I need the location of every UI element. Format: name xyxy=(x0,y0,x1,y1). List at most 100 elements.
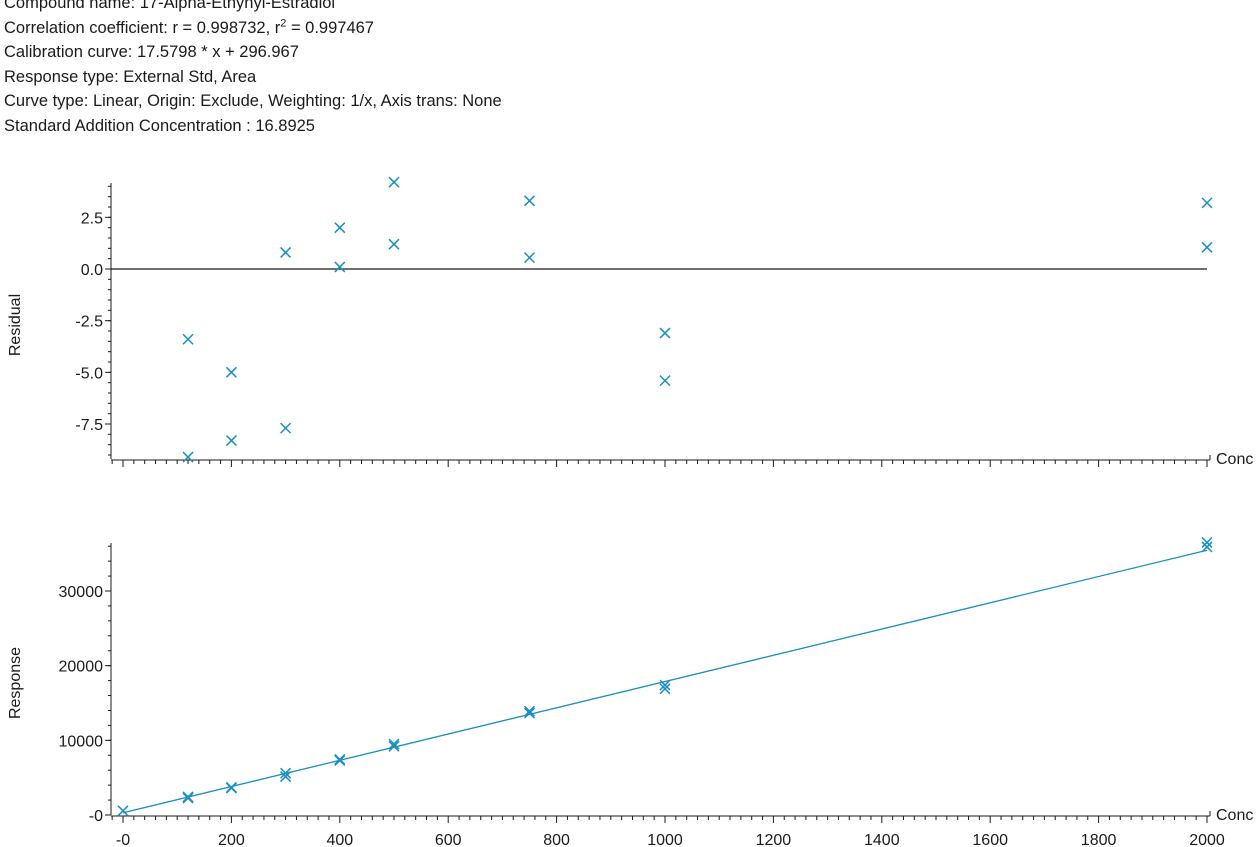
correlation-suffix: = 0.997467 xyxy=(286,18,374,37)
response-y-tick-label: 20000 xyxy=(59,659,104,676)
response-data-point xyxy=(659,679,671,691)
x-marker-stroke xyxy=(225,781,237,793)
residual-data-point xyxy=(388,238,400,250)
response-x-tick-label: 400 xyxy=(326,832,353,847)
x-marker-stroke xyxy=(280,771,292,783)
response-data-point xyxy=(182,792,194,804)
x-marker-stroke xyxy=(1201,241,1213,253)
response-data-point xyxy=(280,771,292,783)
residual-data-point xyxy=(225,366,237,378)
x-marker-stroke xyxy=(334,261,346,273)
x-marker-stroke xyxy=(659,375,671,387)
x-marker-stroke xyxy=(523,705,536,717)
response-data-point xyxy=(334,753,346,765)
x-marker-stroke xyxy=(523,252,536,264)
response-y-tick-label: 10000 xyxy=(59,733,104,750)
residual-data-point xyxy=(659,327,671,339)
response-x-axis-label: Conc xyxy=(1216,807,1253,824)
response-y-tick-label: 30000 xyxy=(59,584,104,601)
residual-y-tick-label: -7.5 xyxy=(75,417,103,434)
response-x-tick-label: 2000 xyxy=(1189,832,1225,847)
residual-x-axis-label: Conc xyxy=(1216,451,1253,468)
correlation-line: Correlation coefficient: r = 0.998732, r… xyxy=(4,16,502,41)
x-marker-stroke xyxy=(182,333,194,345)
x-marker-stroke xyxy=(1201,197,1213,209)
x-marker-stroke xyxy=(659,327,671,339)
x-marker-stroke xyxy=(225,435,237,447)
residual-panel xyxy=(105,176,1213,467)
residual-data-point xyxy=(225,435,237,447)
x-marker-stroke xyxy=(388,176,400,188)
x-marker-stroke xyxy=(225,366,237,378)
residual-data-point xyxy=(523,252,536,264)
response-data-point xyxy=(117,805,129,817)
residual-data-point xyxy=(523,195,536,207)
x-marker-stroke xyxy=(280,767,292,779)
residual-data-point xyxy=(182,333,194,345)
response-data-point xyxy=(334,754,346,767)
response-x-tick-label: 1600 xyxy=(972,832,1008,847)
response-data-point xyxy=(1201,541,1213,553)
residual-y-tick-label: 2.5 xyxy=(81,210,103,227)
residual-data-point xyxy=(334,222,346,234)
x-marker-stroke xyxy=(334,753,346,765)
response-data-point xyxy=(388,740,400,752)
residual-y-tick-label: 0.0 xyxy=(81,262,103,279)
response-data-point xyxy=(523,705,536,717)
response-data-point xyxy=(388,738,400,750)
residual-data-point xyxy=(1201,241,1213,253)
curve-type-line: Curve type: Linear, Origin: Exclude, Wei… xyxy=(4,92,502,110)
x-marker-stroke xyxy=(388,738,400,750)
x-marker-stroke xyxy=(182,451,194,463)
standard-addition-line: Standard Addition Concentration : 16.892… xyxy=(4,116,315,135)
response-x-tick-label: 200 xyxy=(218,832,245,847)
response-x-tick-label: 800 xyxy=(543,832,570,847)
response-x-tick-label: -0 xyxy=(116,832,130,847)
response-data-point xyxy=(280,767,292,779)
response-y-tick-label: -0 xyxy=(89,808,103,825)
response-type-line: Response type: External Std, Area xyxy=(4,67,257,86)
response-data-point xyxy=(659,683,671,695)
x-marker-stroke xyxy=(182,791,194,803)
x-marker-stroke xyxy=(334,222,346,234)
response-data-point xyxy=(1201,536,1213,548)
x-marker-stroke xyxy=(523,195,536,207)
correlation-superscript: 2 xyxy=(280,17,287,29)
residual-data-point xyxy=(334,261,346,273)
x-marker-stroke xyxy=(334,754,346,767)
residual-data-point xyxy=(1201,197,1213,209)
chart-header: Compound name: 17-Alpha-Ethynyl-Estradio… xyxy=(4,0,502,138)
x-marker-stroke xyxy=(280,422,292,434)
x-marker-stroke xyxy=(659,679,671,691)
x-marker-stroke xyxy=(388,238,400,250)
x-marker-stroke xyxy=(388,740,400,752)
residual-data-point xyxy=(388,176,400,188)
correlation-prefix: Correlation coefficient: r = 0.998732, r xyxy=(4,18,281,37)
response-x-tick-label: 1400 xyxy=(864,832,900,847)
response-y-axis-label: Response xyxy=(7,647,24,719)
x-marker-stroke xyxy=(182,792,194,804)
residual-data-point xyxy=(659,375,671,387)
residual-y-axis-label: Residual xyxy=(7,294,24,356)
x-marker-stroke xyxy=(1201,541,1213,553)
residual-y-tick-label: -2.5 xyxy=(75,314,103,331)
response-x-tick-label: 600 xyxy=(435,832,462,847)
response-data-point xyxy=(182,791,194,803)
response-fit-line xyxy=(122,549,1208,814)
response-x-tick-label: 1200 xyxy=(756,832,792,847)
response-data-point xyxy=(523,707,536,719)
calibration-curve-line: Calibration curve: 17.5798 * x + 296.967 xyxy=(4,43,299,61)
x-marker-stroke xyxy=(523,707,536,719)
response-x-tick-label: 1800 xyxy=(1081,832,1117,847)
residual-data-point xyxy=(280,422,292,434)
response-data-point xyxy=(225,781,237,793)
residual-y-tick-label: -5.0 xyxy=(75,365,103,382)
compound-name-line: Compound name: 17-Alpha-Ethynyl-Estradio… xyxy=(4,0,336,12)
residual-data-point xyxy=(280,246,292,258)
response-x-tick-label: 1000 xyxy=(647,832,683,847)
x-marker-stroke xyxy=(1201,536,1213,548)
residual-data-point xyxy=(182,451,194,463)
x-marker-stroke xyxy=(659,683,671,695)
x-marker-stroke xyxy=(117,805,129,817)
